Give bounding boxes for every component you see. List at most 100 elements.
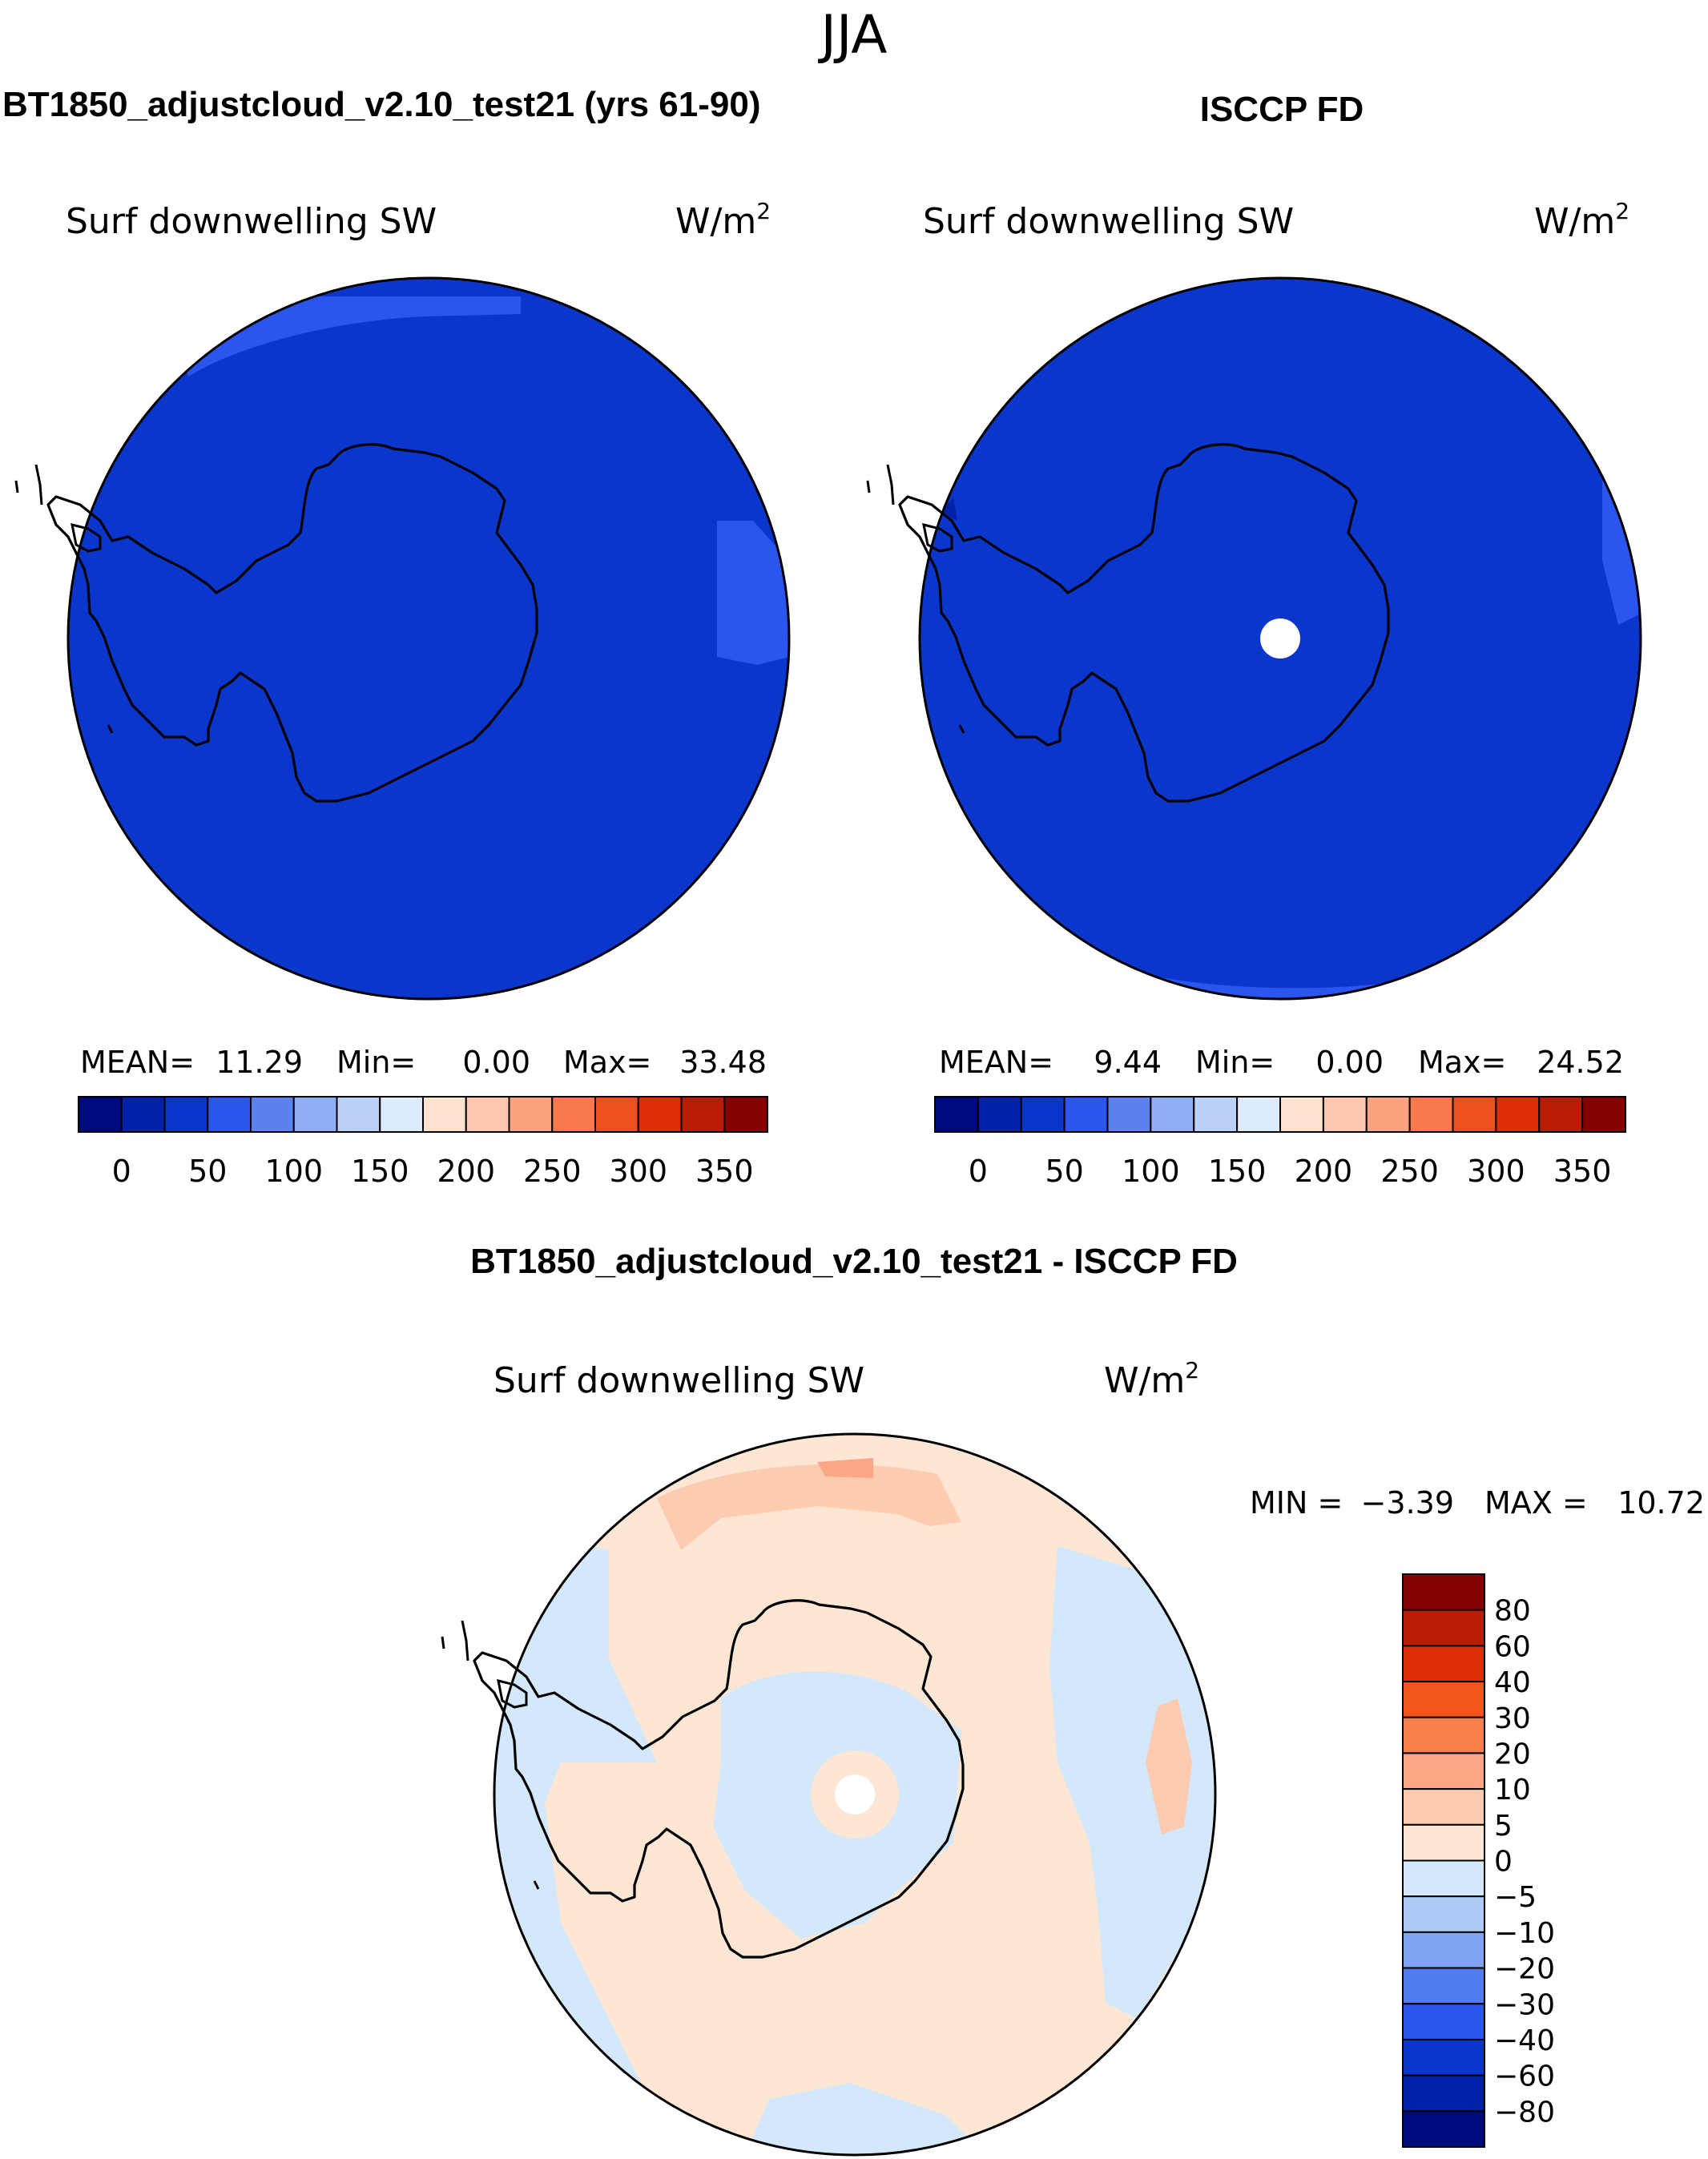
model-colorbar-tick-label: 0 — [112, 1154, 131, 1189]
diff-colorbar-tick-label: 20 — [1494, 1738, 1531, 1770]
diff-colorbar-box — [1402, 1823, 1485, 1862]
model-panel: BT1850_adjustcloud_v2.10_test21 (yrs 61-… — [2, 85, 791, 1189]
diff-colorbar-tick-label: −60 — [1494, 2060, 1555, 2093]
diff-colorbar-tick-label: 0 — [1494, 1846, 1513, 1879]
obs-colorbar-tick-label: 350 — [1553, 1154, 1612, 1189]
model-units: W/m2 — [675, 198, 771, 242]
model-colorbar-box — [422, 1096, 467, 1133]
model-title: BT1850_adjustcloud_v2.10_test21 (yrs 61-… — [2, 85, 761, 124]
diff-min: −3.39 — [1361, 1485, 1454, 1521]
diff-colorbar-box — [1402, 2110, 1485, 2148]
diff-colorbar-box — [1402, 1752, 1485, 1790]
model-colorbar-tick-label: 300 — [609, 1154, 667, 1189]
obs-missing-pole — [1260, 618, 1300, 659]
diff-colorbar-tick-label: −5 — [1494, 1881, 1537, 1914]
diff-colorbar-box — [1402, 1931, 1485, 1969]
diff-max-label: MAX = — [1484, 1485, 1588, 1521]
obs-colorbar: 0 50 100 150 200 250 300 350 — [934, 1096, 1626, 1189]
model-colorbar-tick-label: 250 — [523, 1154, 582, 1189]
obs-colorbar-box — [1452, 1096, 1497, 1133]
diff-colorbar-box — [1402, 1645, 1485, 1683]
diff-colorbar-tick-label: 40 — [1494, 1666, 1531, 1699]
diff-units: W/m2 — [1104, 1357, 1199, 1401]
obs-title: ISCCP FD — [1200, 90, 1364, 129]
obs-colorbar-tick-label: 50 — [1045, 1154, 1083, 1189]
obs-variable: Surf downwelling SW — [923, 201, 1294, 242]
obs-colorbar-tick-label: 300 — [1467, 1154, 1525, 1189]
diff-colorbar-tick-label: −80 — [1494, 2096, 1555, 2129]
model-min: 0.00 — [462, 1045, 530, 1080]
model-variable: Surf downwelling SW — [66, 201, 437, 242]
obs-units: W/m2 — [1534, 198, 1629, 242]
diff-panel: BT1850_adjustcloud_v2.10_test21 - ISCCP … — [441, 1242, 1705, 2157]
obs-colorbar-box — [1193, 1096, 1239, 1133]
obs-map-border — [918, 276, 1642, 1001]
model-stats: MEAN= 11.29 Min= 0.00 Max= 33.48 — [80, 1045, 767, 1080]
diff-map — [441, 1432, 1217, 2157]
diff-colorbar-tick-label: −10 — [1494, 1917, 1555, 1950]
diff-stats: MIN = −3.39 MAX = 10.72 — [1250, 1485, 1705, 1521]
obs-stats: MEAN= 9.44 Min= 0.00 Max= 24.52 — [939, 1045, 1624, 1080]
diff-colorbar-tick-label: 80 — [1494, 1595, 1531, 1628]
model-map — [14, 276, 791, 1001]
obs-colorbar-box — [1063, 1096, 1109, 1133]
diff-colorbar-box — [1402, 1716, 1485, 1754]
model-mean-label: MEAN= — [80, 1045, 195, 1080]
obs-min: 0.00 — [1315, 1045, 1384, 1080]
obs-colorbar-box — [977, 1096, 1022, 1133]
obs-colorbar-box — [1408, 1096, 1454, 1133]
obs-colorbar-box — [1106, 1096, 1152, 1133]
model-colorbar-tick-label: 50 — [188, 1154, 227, 1189]
model-colorbar-box — [292, 1096, 338, 1133]
model-colorbar-box — [680, 1096, 726, 1133]
diff-region-pos-east — [1146, 1698, 1192, 1835]
diff-map-border — [493, 1432, 1217, 2157]
model-colorbar-box — [250, 1096, 295, 1133]
obs-colorbar-box — [1279, 1096, 1324, 1133]
model-colorbar: 0 50 100 150 200 250 300 350 — [78, 1096, 768, 1189]
model-region-higher-east — [717, 521, 789, 665]
diff-colorbar-box — [1402, 1859, 1485, 1898]
model-colorbar-box — [551, 1096, 596, 1133]
diff-colorbar-box — [1402, 2074, 1485, 2113]
diff-region-pos-peak — [817, 1458, 873, 1478]
model-colorbar-box — [120, 1096, 166, 1133]
model-colorbar-box — [465, 1096, 510, 1133]
diff-region-neg-south — [745, 2083, 985, 2155]
diff-colorbar-box — [1402, 1681, 1485, 1718]
diff-colorbar-box — [1402, 2038, 1485, 2076]
diff-colorbar-tick-label: −30 — [1494, 1988, 1555, 2021]
diff-colorbar-tick-label: 30 — [1494, 1702, 1531, 1735]
diff-region-neg-east — [1049, 1546, 1215, 2019]
model-colorbar-tick-label: 350 — [695, 1154, 754, 1189]
diff-colorbar-tick-label: 60 — [1494, 1630, 1531, 1663]
obs-colorbar-tick-label: 250 — [1380, 1154, 1439, 1189]
diff-colorbar-box — [1402, 1967, 1485, 2005]
model-colorbar-box — [723, 1096, 768, 1133]
model-max-label: Max= — [563, 1045, 651, 1080]
model-map-border — [66, 276, 791, 1001]
obs-colorbar-box — [934, 1096, 979, 1133]
obs-colorbar-box — [1538, 1096, 1584, 1133]
diff-max: 10.72 — [1617, 1485, 1705, 1521]
diff-colorbar-tick-label: −40 — [1494, 2024, 1555, 2057]
diff-region-pos-north — [657, 1464, 961, 1550]
obs-panel: ISCCP FD Surf downwelling SW W/m2 MEAN= … — [866, 90, 1642, 1189]
obs-colorbar-box — [1020, 1096, 1065, 1133]
diff-colorbar-box — [1402, 2003, 1485, 2040]
diff-colorbar-tick-label: 10 — [1494, 1774, 1531, 1807]
diff-min-label: MIN = — [1250, 1485, 1343, 1521]
obs-colorbar-tick-label: 150 — [1208, 1154, 1267, 1189]
diff-colorbar-tick-label: 5 — [1494, 1810, 1513, 1843]
obs-colorbar-tick-label: 0 — [969, 1154, 988, 1189]
obs-colorbar-box — [1581, 1096, 1626, 1133]
model-colorbar-box — [508, 1096, 554, 1133]
diff-colorbar-box — [1402, 1788, 1485, 1826]
obs-colorbar-tick-label: 100 — [1122, 1154, 1180, 1189]
obs-map — [866, 276, 1642, 1001]
diff-variable: Surf downwelling SW — [493, 1360, 864, 1401]
model-colorbar-box — [207, 1096, 252, 1133]
diff-title: BT1850_adjustcloud_v2.10_test21 - ISCCP … — [470, 1242, 1238, 1281]
